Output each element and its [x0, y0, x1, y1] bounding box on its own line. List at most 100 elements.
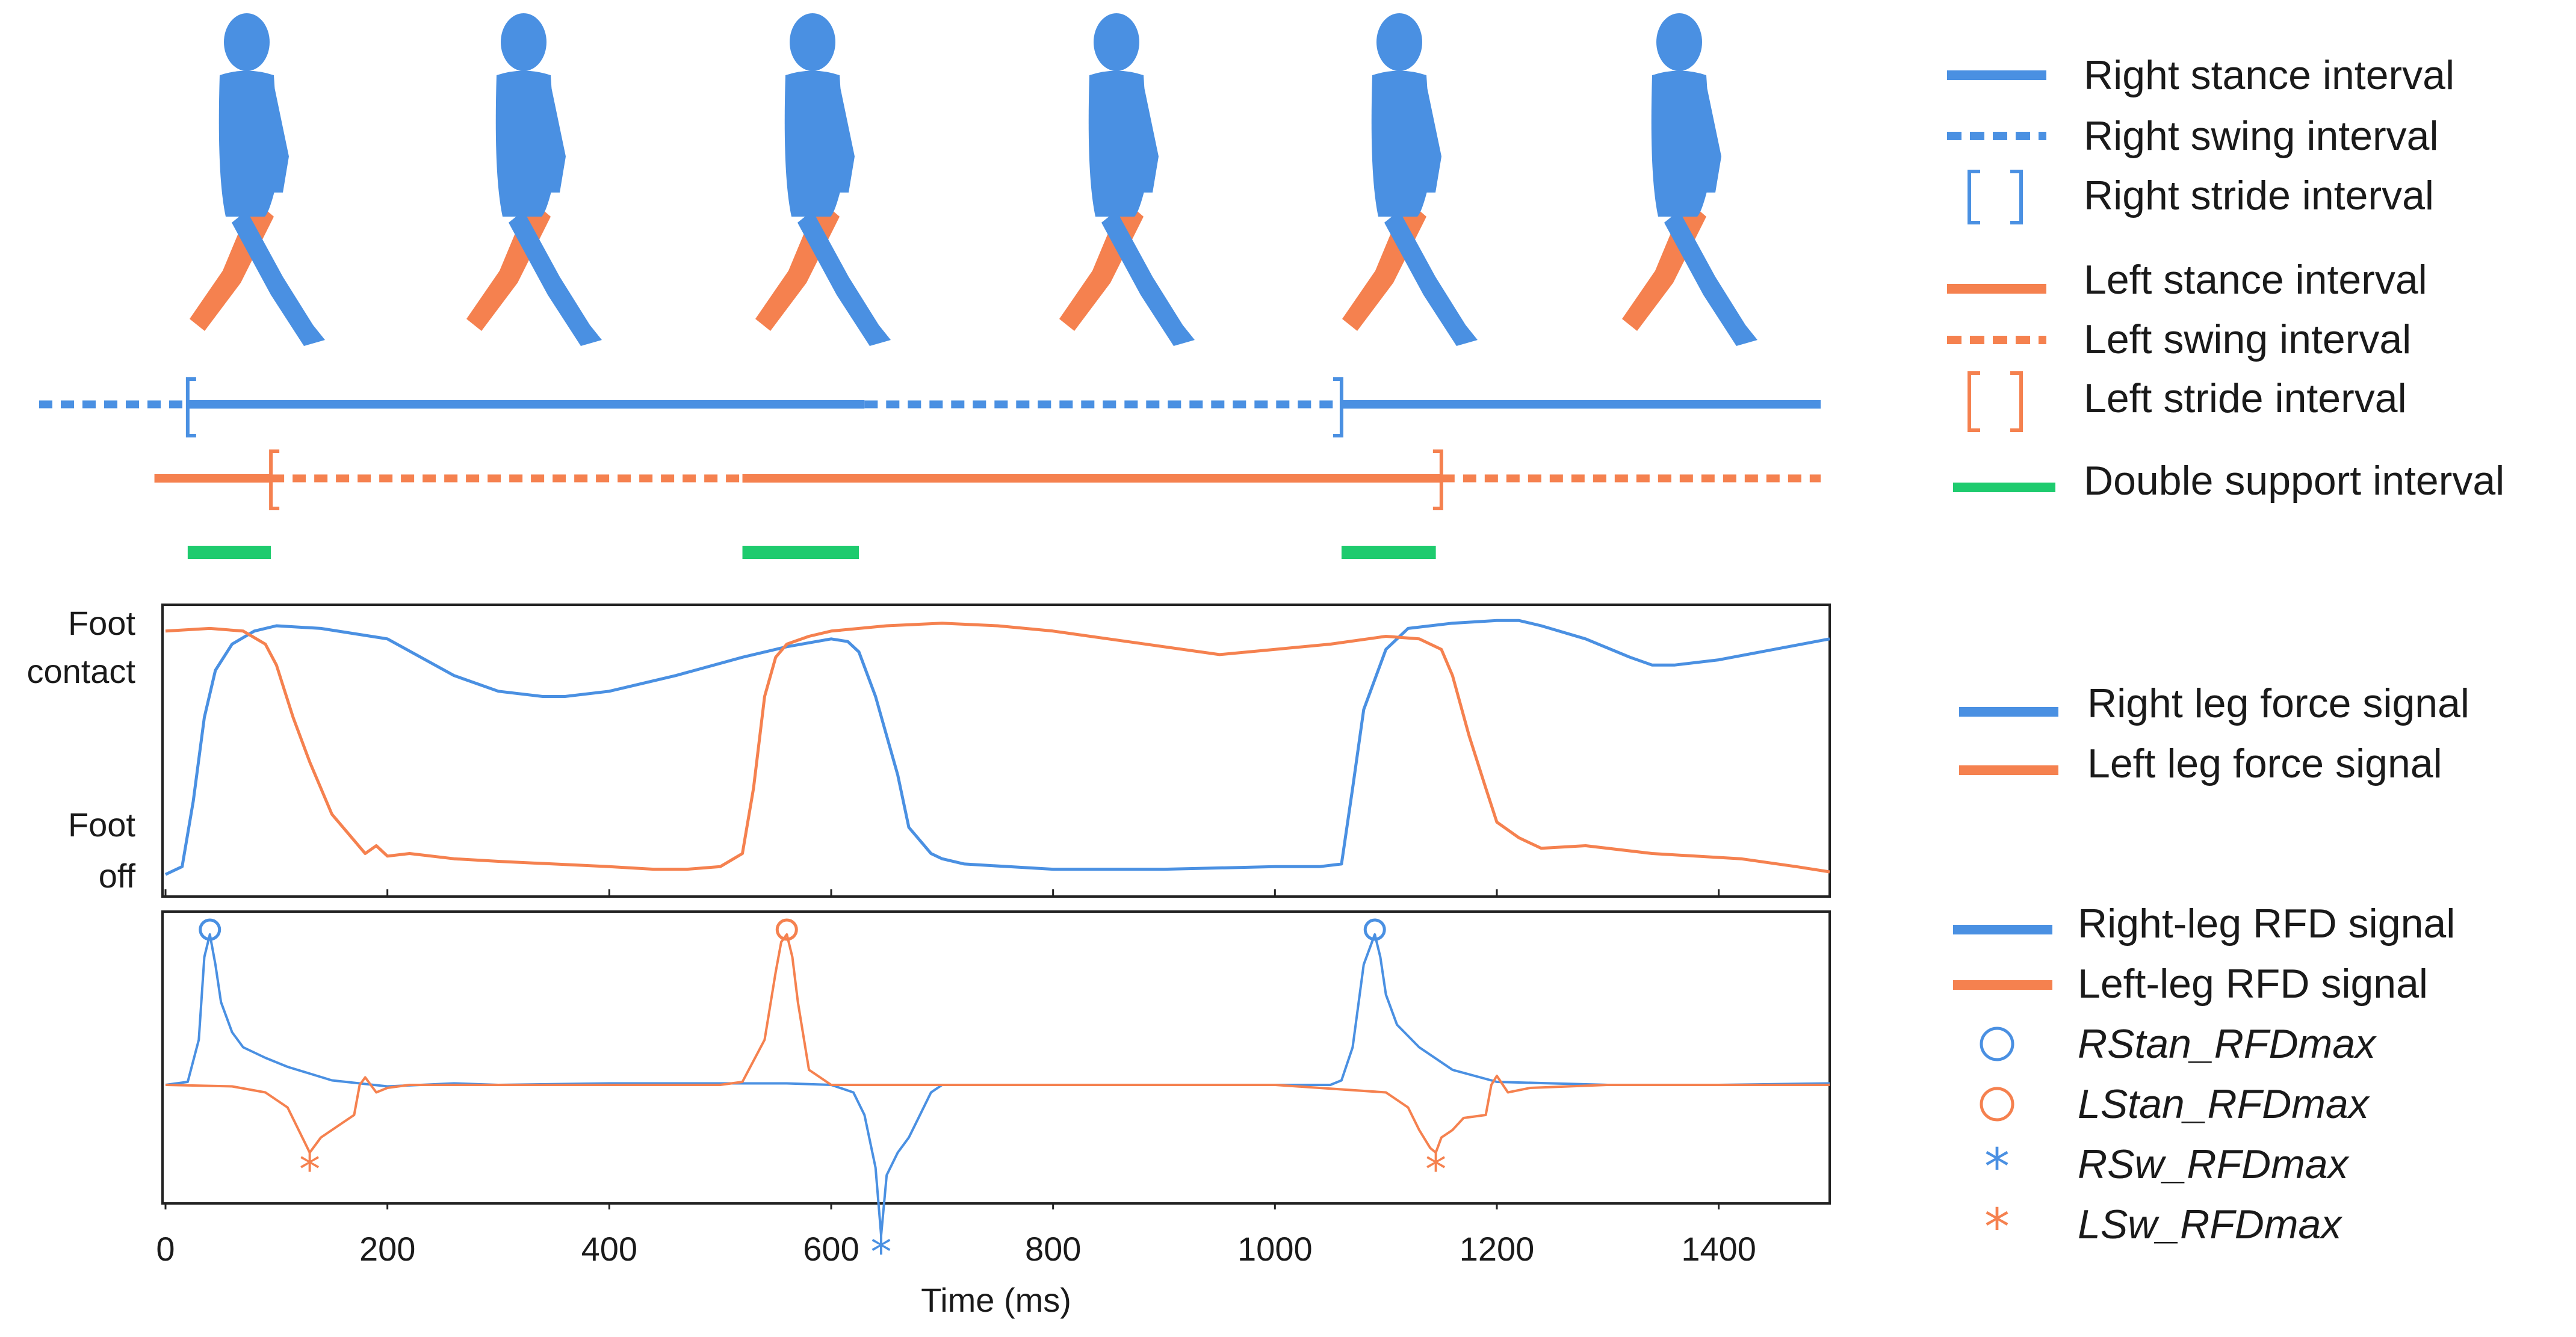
legend-label-left-swing: Left swing interval	[2084, 316, 2411, 362]
walking-person-icon	[1059, 13, 1195, 346]
rstan-rfdmax-marker	[1363, 918, 1386, 941]
x-tick-label: 1200	[1460, 1230, 1535, 1268]
front-leg	[1384, 211, 1478, 346]
legend-label-right-swing: Right swing interval	[2084, 113, 2439, 159]
legend-item-left-stance: Left stance interval	[1947, 257, 2427, 303]
legend-label-rstan: RStan_RFDmax	[2078, 1021, 2377, 1067]
walking-person-icon	[190, 13, 325, 346]
walking-person-icon	[466, 13, 602, 346]
legend-item-left-rfd: Left-leg RFD signal	[1953, 961, 2428, 1007]
head	[1094, 13, 1139, 71]
torso	[1651, 70, 1712, 217]
force-panel: Foot contact Foot off	[26, 604, 1831, 898]
rfd-lines	[165, 933, 1830, 1237]
legend-item-right-stride: Right stride interval	[1968, 170, 2434, 224]
legend-rfd: Right-leg RFD signal Left-leg RFD signal…	[1953, 901, 2455, 1256]
legend-label-left-stance: Left stance interval	[2084, 257, 2427, 303]
front-leg	[1664, 211, 1757, 346]
lsw-rfdmax-marker: *	[1425, 1145, 1446, 1194]
arm	[1417, 84, 1441, 193]
arm	[265, 84, 289, 193]
walking-person-icon	[755, 13, 891, 346]
force-ylabel-contact-2: contact	[26, 652, 135, 690]
legend-item-right-rfd: Right-leg RFD signal	[1953, 901, 2455, 946]
head	[1656, 13, 1702, 71]
x-tick-label: 1400	[1681, 1230, 1756, 1268]
force-lines	[164, 619, 1830, 876]
legend-star-rsw-icon: *	[1984, 1137, 2010, 1196]
force-panel-frame	[161, 604, 1831, 898]
lstan-rfdmax-marker	[775, 918, 798, 941]
legend-intervals: Right stance interval Right swing interv…	[1947, 52, 2504, 504]
left-rfd-line	[165, 933, 1830, 1154]
x-tick-label: 800	[1025, 1230, 1081, 1268]
arm	[1697, 84, 1721, 193]
legend-item-right-stance: Right stance interval	[1947, 52, 2454, 98]
head	[1376, 13, 1422, 71]
right-force-line	[164, 619, 1830, 876]
legend-label-right-stance: Right stance interval	[2084, 52, 2454, 98]
arm	[831, 84, 855, 193]
legend-label-left-rfd: Left-leg RFD signal	[2078, 961, 2428, 1007]
rsw-rfdmax-marker: *	[870, 1227, 891, 1277]
lsw-rfdmax-marker: *	[299, 1145, 320, 1194]
head	[224, 13, 270, 71]
legend-label-double-support: Double support interval	[2084, 458, 2504, 504]
arm	[542, 84, 566, 193]
front-leg	[797, 211, 891, 346]
torso	[495, 70, 557, 217]
right-rfd-line	[165, 933, 1830, 1237]
head	[790, 13, 835, 71]
force-ylabel-off-1: Foot	[68, 806, 135, 844]
legend-label-right-rfd: Right-leg RFD signal	[2078, 901, 2455, 946]
x-axis: 0 200 400 600 800 1000 1200 1400	[156, 889, 1756, 1268]
torso	[1088, 70, 1150, 217]
legend-swatch-right-stride	[1968, 170, 2023, 224]
legend-item-lstan: LStan_RFDmax	[1980, 1081, 2370, 1127]
legend-label-right-stride: Right stride interval	[2084, 173, 2434, 218]
gait-intervals	[39, 377, 1821, 559]
legend-star-lsw-icon: *	[1984, 1197, 2010, 1256]
force-ylabel-contact-1: Foot	[68, 604, 135, 642]
legend-item-right-force: Right leg force signal	[1959, 681, 2469, 726]
x-tick-label: 1000	[1237, 1230, 1313, 1268]
force-ylabel-off-2: off	[99, 857, 136, 895]
walking-person-icon	[1622, 13, 1757, 346]
legend-item-rsw: * RSw_RFDmax	[1984, 1137, 2350, 1196]
legend-label-lsw: LSw_RFDmax	[2078, 1202, 2342, 1247]
legend-item-right-swing: Right swing interval	[1947, 113, 2439, 159]
legend-item-left-force: Left leg force signal	[1959, 741, 2442, 786]
front-leg	[509, 211, 602, 346]
left-force-line	[165, 622, 1830, 874]
x-axis-label: Time (ms)	[921, 1281, 1071, 1319]
legend-item-left-swing: Left swing interval	[1947, 316, 2411, 362]
legend-circle-rstan-icon	[1980, 1027, 2014, 1061]
rfd-panel: * * *	[161, 910, 1831, 1277]
arm	[1135, 84, 1159, 193]
x-tick-label: 200	[359, 1230, 415, 1268]
legend-item-rstan: RStan_RFDmax	[1980, 1021, 2377, 1067]
legend-item-lsw: * LSw_RFDmax	[1984, 1197, 2342, 1256]
legend-item-left-stride: Left stride interval	[1968, 371, 2407, 432]
right-stride-bracket	[185, 377, 196, 437]
head	[501, 13, 546, 71]
torso	[784, 70, 846, 217]
left-stride-bracket	[1432, 449, 1443, 510]
right-stride-bracket	[1333, 377, 1343, 437]
legend-label-lstan: LStan_RFDmax	[2078, 1081, 2370, 1127]
x-tick-label: 400	[581, 1230, 637, 1268]
rfd-markers: * * *	[199, 918, 1446, 1277]
legend-label-rsw: RSw_RFDmax	[2078, 1141, 2350, 1187]
x-tick-label: 0	[156, 1230, 175, 1268]
legend-swatch-left-stride	[1968, 371, 2023, 432]
legend-item-double-support: Double support interval	[1953, 458, 2504, 504]
x-tick-label: 600	[803, 1230, 859, 1268]
walking-person-icon	[1342, 13, 1478, 346]
left-stride-bracket	[269, 449, 280, 510]
torso	[1371, 70, 1432, 217]
legend-label-left-stride: Left stride interval	[2084, 375, 2407, 421]
rstan-rfdmax-marker	[199, 918, 221, 941]
legend-label-left-force: Left leg force signal	[2087, 741, 2442, 786]
front-leg	[232, 211, 325, 346]
